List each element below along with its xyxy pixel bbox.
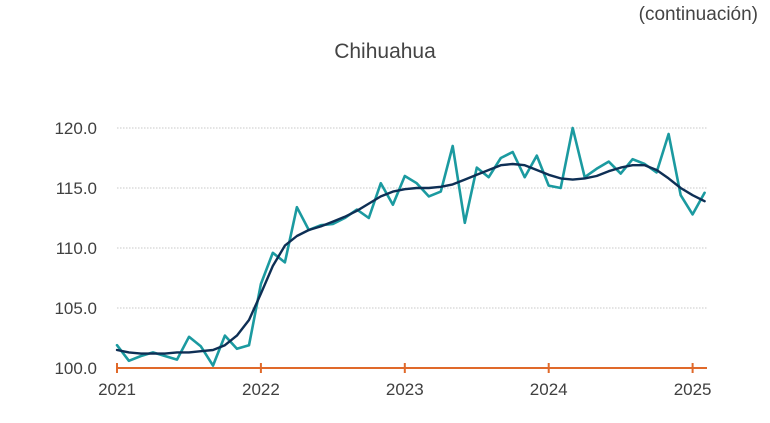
x-tick-label: 2021 — [98, 380, 136, 399]
y-tick-label: 115.0 — [56, 179, 97, 198]
series-line-original — [115, 126, 706, 367]
series-line-trend — [115, 162, 706, 355]
y-tick-label: 120.0 — [54, 119, 97, 138]
y-tick-label: 110.0 — [56, 239, 97, 258]
chart-title: Chihuahua — [334, 40, 436, 63]
y-tick-label: 105.0 — [54, 299, 97, 318]
x-tick-label: 2023 — [386, 380, 424, 399]
x-tick-label: 2022 — [242, 380, 280, 399]
y-tick-label: 100.0 — [54, 359, 97, 378]
x-tick-label: 2024 — [530, 380, 568, 399]
x-tick-label: 2025 — [674, 380, 712, 399]
continuation-note: (continuación) — [638, 4, 758, 25]
